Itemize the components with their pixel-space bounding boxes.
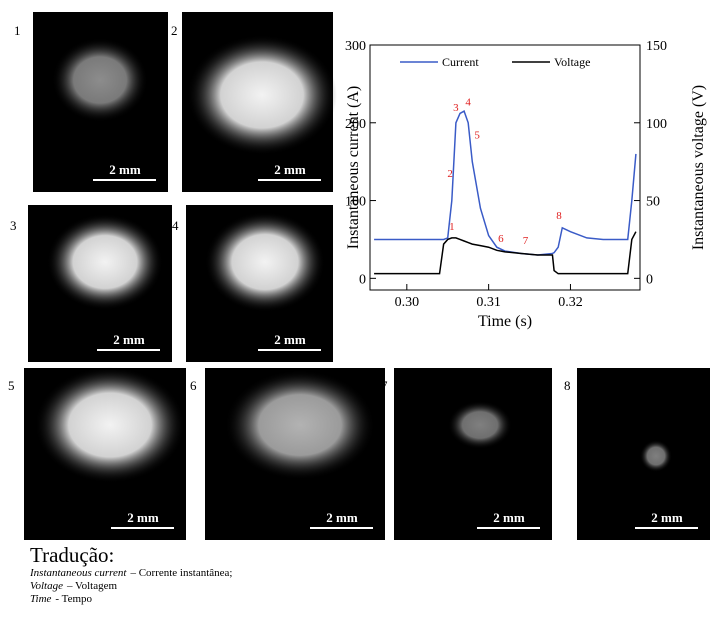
- panel-label: 5: [8, 378, 15, 393]
- panel-label: 6: [190, 378, 197, 393]
- y-axis-label: Instantaneous current (A): [345, 86, 362, 250]
- panel-label: 3: [10, 218, 17, 233]
- scale-label: 2 mm: [113, 332, 145, 347]
- series-line: [374, 231, 637, 275]
- translation-line: Instantaneous current – Corrente instantâ…: [30, 567, 232, 580]
- scale-label: 2 mm: [127, 510, 159, 525]
- y-tick-label: 0: [359, 272, 366, 287]
- annotation: 4: [465, 97, 471, 109]
- translation: Tradução: Instantaneous current – Corrent…: [30, 543, 232, 606]
- panel-label: 4: [172, 218, 179, 233]
- annotation: 5: [474, 129, 480, 141]
- y-tick-label: 200: [345, 117, 366, 132]
- scale-label: 2 mm: [274, 332, 306, 347]
- glow: [35, 367, 185, 483]
- panel-label: 7: [381, 378, 388, 393]
- x-axis-label: Time (s): [478, 313, 532, 330]
- translation-title: Tradução:: [30, 543, 115, 567]
- translation-gloss: - Tempo: [55, 593, 93, 605]
- plot-frame: [369, 44, 641, 291]
- scale-label: 2 mm: [326, 510, 358, 525]
- scale-label: 2 mm: [109, 162, 141, 177]
- y2-tick-label: 0: [646, 272, 653, 287]
- figure-graphics: 1 2 mm 2 2 mm 3 2 mm 4 2 mm 5 2 mm 6 2 mm 7 2 mm 8 2 mm…: [8, 12, 710, 540]
- legend-label: Current: [442, 55, 479, 69]
- series-line: [374, 110, 637, 256]
- glow: [448, 401, 512, 449]
- annotation: 7: [523, 235, 529, 247]
- glow: [225, 370, 375, 480]
- scale-label: 2 mm: [493, 510, 525, 525]
- annotation: 6: [498, 233, 504, 245]
- photo: [394, 368, 552, 540]
- x-tick-label: 0.30: [395, 295, 420, 310]
- y-tick-label: 300: [345, 39, 366, 54]
- translation-line: Time - Tempo: [30, 593, 232, 606]
- panel-label: 1: [14, 23, 21, 38]
- glow: [640, 440, 672, 472]
- glow: [47, 214, 163, 310]
- glow: [52, 38, 148, 122]
- y2-tick-label: 100: [646, 117, 667, 132]
- y2-tick-label: 150: [646, 39, 667, 54]
- annotation: 1: [449, 221, 455, 233]
- panel-label: 2: [171, 23, 178, 38]
- y2-tick-label: 50: [646, 195, 660, 210]
- annotation: 3: [453, 102, 459, 114]
- translation-term: Time: [30, 593, 52, 605]
- glow: [205, 212, 325, 312]
- panel-label: 8: [564, 378, 571, 393]
- translation-line: Voltage – Voltagem: [30, 580, 232, 593]
- translation-gloss: – Voltagem: [67, 580, 118, 592]
- scale-label: 2 mm: [651, 510, 683, 525]
- translation-gloss: – Corrente instantânea;: [130, 567, 233, 579]
- x-tick-label: 0.32: [558, 295, 583, 310]
- scale-label: 2 mm: [274, 162, 306, 177]
- annotation: 8: [556, 210, 562, 222]
- y2-axis-label: Instantaneous voltage (V): [690, 85, 707, 250]
- legend-label: Voltage: [554, 55, 590, 69]
- annotation: 2: [447, 168, 453, 180]
- translation-term: Instantaneous current: [30, 567, 127, 579]
- glow: [187, 35, 337, 155]
- x-tick-label: 0.31: [476, 295, 501, 310]
- y-tick-label: 100: [345, 195, 366, 210]
- translation-term: Voltage: [30, 580, 63, 592]
